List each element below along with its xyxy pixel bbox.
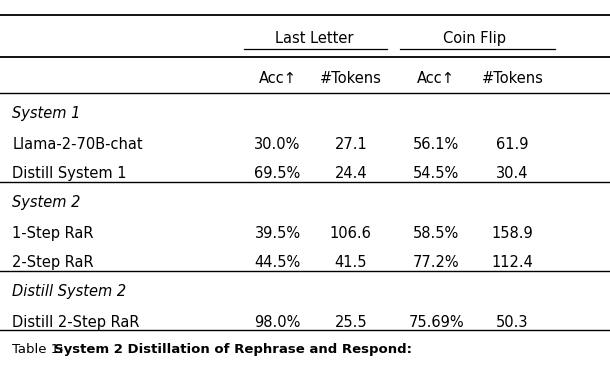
Text: 158.9: 158.9 [492, 226, 533, 241]
Text: System 2: System 2 [12, 195, 81, 210]
Text: System 1: System 1 [12, 106, 81, 121]
Text: #Tokens: #Tokens [481, 71, 544, 86]
Text: 27.1: 27.1 [334, 137, 367, 152]
Text: 30.0%: 30.0% [254, 137, 301, 152]
Text: 98.0%: 98.0% [254, 315, 301, 330]
Text: 75.69%: 75.69% [408, 315, 464, 330]
Text: #Tokens: #Tokens [320, 71, 382, 86]
Text: 112.4: 112.4 [492, 255, 533, 270]
Text: System 2 Distillation of Rephrase and Respond:: System 2 Distillation of Rephrase and Re… [54, 343, 412, 356]
Text: 56.1%: 56.1% [413, 137, 459, 152]
Text: 30.4: 30.4 [496, 166, 529, 181]
Text: Table 1:: Table 1: [12, 343, 68, 356]
Text: Coin Flip: Coin Flip [443, 31, 506, 46]
Text: 44.5%: 44.5% [254, 255, 301, 270]
Text: Last Letter: Last Letter [275, 31, 353, 46]
Text: Distill System 1: Distill System 1 [12, 166, 127, 181]
Text: 24.4: 24.4 [334, 166, 367, 181]
Text: 61.9: 61.9 [496, 137, 529, 152]
Text: 2-Step RaR: 2-Step RaR [12, 255, 94, 270]
Text: 58.5%: 58.5% [413, 226, 459, 241]
Text: Distill System 2: Distill System 2 [12, 283, 126, 299]
Text: Acc↑: Acc↑ [259, 71, 296, 86]
Text: 41.5: 41.5 [334, 255, 367, 270]
Text: 25.5: 25.5 [334, 315, 367, 330]
Text: 39.5%: 39.5% [254, 226, 301, 241]
Text: 69.5%: 69.5% [254, 166, 301, 181]
Text: Llama-2-70B-chat: Llama-2-70B-chat [12, 137, 143, 152]
Text: 77.2%: 77.2% [413, 255, 459, 270]
Text: 106.6: 106.6 [330, 226, 371, 241]
Text: 50.3: 50.3 [496, 315, 529, 330]
Text: Acc↑: Acc↑ [417, 71, 455, 86]
Text: Distill 2-Step RaR: Distill 2-Step RaR [12, 315, 140, 330]
Text: 1-Step RaR: 1-Step RaR [12, 226, 94, 241]
Text: 54.5%: 54.5% [413, 166, 459, 181]
